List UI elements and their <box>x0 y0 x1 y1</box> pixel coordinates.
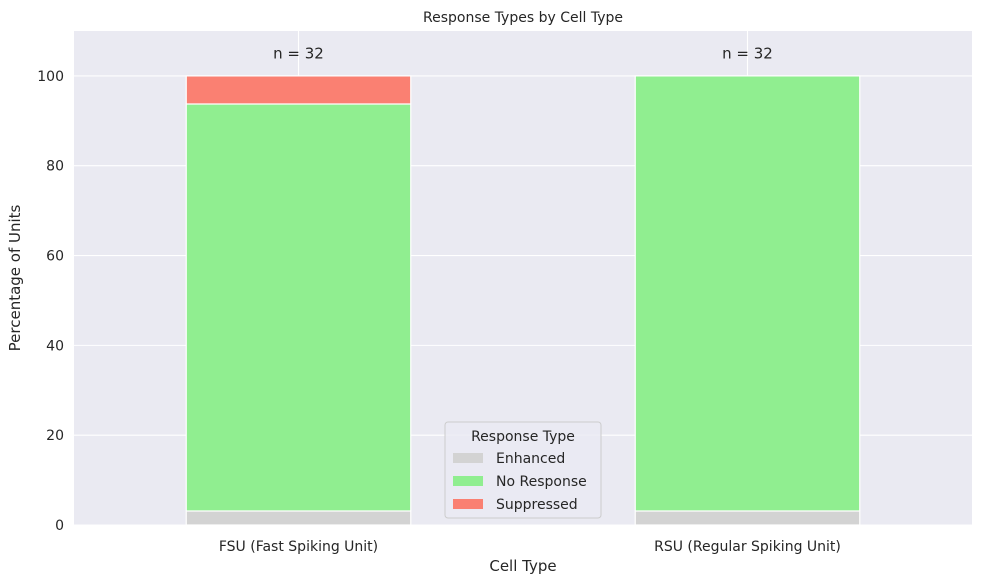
legend-entry: No Response <box>496 474 587 490</box>
y-axis-label: Percentage of Units <box>6 204 24 351</box>
bar-segment <box>185 510 412 526</box>
bar-annotation: n = 32 <box>722 44 773 62</box>
x-tick-label: FSU (Fast Spiking Unit) <box>219 539 378 555</box>
legend-swatch <box>453 499 483 509</box>
bar-annotation: n = 32 <box>273 44 324 62</box>
bar-segment <box>634 510 861 526</box>
legend-box <box>444 421 602 519</box>
y-tick-label: 80 <box>46 159 64 175</box>
x-tick-label: RSU (Regular Spiking Unit) <box>654 539 841 555</box>
bar-segment <box>185 103 412 512</box>
legend-entry: Suppressed <box>496 497 578 513</box>
chart-title: Response Types by Cell Type <box>423 10 623 26</box>
y-tick-label: 0 <box>55 518 64 534</box>
bars <box>185 75 861 526</box>
y-tick-label: 100 <box>37 69 64 85</box>
legend-swatch <box>453 453 483 463</box>
legend-swatch <box>453 476 483 486</box>
bar-segment <box>185 75 412 105</box>
x-axis-label: Cell Type <box>489 557 556 575</box>
y-tick-label: 20 <box>46 428 64 444</box>
bar-segment <box>634 75 861 512</box>
y-tick-label: 40 <box>46 338 64 354</box>
y-tick-label: 60 <box>46 249 64 265</box>
legend: Response Type Enhanced No Response Suppres… <box>444 421 602 519</box>
legend-title: Response Type <box>471 429 575 445</box>
y-axis-ticks: 0 20 40 60 80 100 <box>37 69 64 534</box>
bar-annotations: n = 32 n = 32 <box>273 44 773 62</box>
x-axis-ticks: FSU (Fast Spiking Unit) RSU (Regular Spik… <box>219 539 841 555</box>
legend-entry: Enhanced <box>496 451 565 467</box>
